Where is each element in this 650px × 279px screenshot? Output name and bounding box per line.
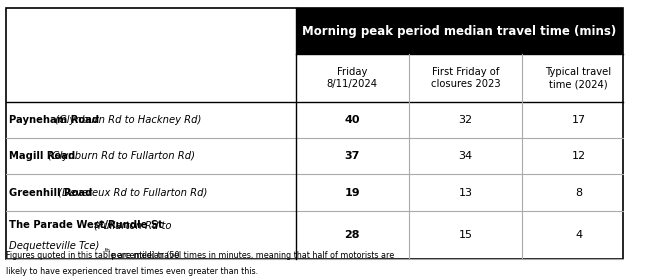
Text: 34: 34 — [458, 151, 473, 161]
Text: Typical travel
time (2024): Typical travel time (2024) — [545, 67, 612, 89]
Text: 37: 37 — [344, 151, 360, 161]
Text: 17: 17 — [571, 115, 586, 125]
Bar — [6, 138, 623, 174]
Text: (Glynburn Rd to Fullarton Rd): (Glynburn Rd to Fullarton Rd) — [46, 151, 196, 161]
Text: The Parade West/Rundle St: The Parade West/Rundle St — [10, 220, 163, 230]
Text: First Friday of
closures 2023: First Friday of closures 2023 — [430, 67, 500, 89]
Text: (Glynburn Rd to Hackney Rd): (Glynburn Rd to Hackney Rd) — [52, 115, 202, 125]
Text: 15: 15 — [458, 230, 473, 240]
Text: 28: 28 — [344, 230, 360, 240]
Text: Figures quoted in this table are median (50: Figures quoted in this table are median … — [6, 251, 180, 260]
Bar — [296, 8, 623, 54]
Text: th: th — [105, 248, 111, 253]
Text: 40: 40 — [344, 115, 360, 125]
Text: (Fullarton Rd to: (Fullarton Rd to — [91, 220, 172, 230]
Text: Dequetteville Tce): Dequetteville Tce) — [10, 241, 100, 251]
Text: 32: 32 — [458, 115, 473, 125]
Bar — [6, 211, 623, 259]
Text: percentile) travel times in minutes, meaning that half of motorists are: percentile) travel times in minutes, mea… — [109, 251, 394, 260]
Bar — [6, 174, 623, 211]
Bar — [296, 54, 623, 102]
Text: 8: 8 — [575, 187, 582, 198]
Text: 13: 13 — [458, 187, 473, 198]
Text: likely to have experienced travel times even greater than this.: likely to have experienced travel times … — [6, 267, 259, 276]
Text: Magill Road: Magill Road — [10, 151, 75, 161]
Text: 19: 19 — [344, 187, 360, 198]
Text: 4: 4 — [575, 230, 582, 240]
Text: 12: 12 — [571, 151, 586, 161]
Text: Payneham Road: Payneham Road — [10, 115, 99, 125]
Text: Greenhill Road: Greenhill Road — [10, 187, 93, 198]
Text: Morning peak period median travel time (mins): Morning peak period median travel time (… — [302, 25, 616, 38]
Text: (Devereux Rd to Fullarton Rd): (Devereux Rd to Fullarton Rd) — [55, 187, 207, 198]
Bar — [6, 102, 623, 138]
Text: Friday
8/11/2024: Friday 8/11/2024 — [327, 67, 378, 89]
